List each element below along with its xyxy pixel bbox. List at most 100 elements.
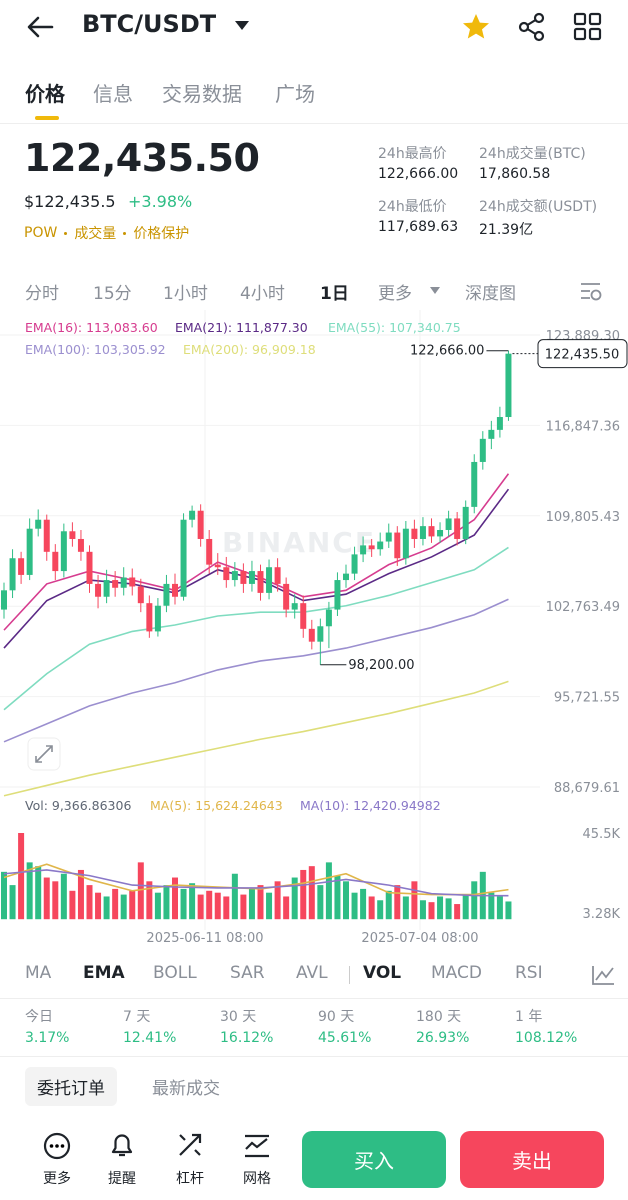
candle-body: [52, 551, 59, 572]
pair-title[interactable]: BTC/USDT: [82, 10, 217, 38]
leverage-icon[interactable]: [175, 1130, 205, 1160]
volume-bar: [172, 877, 178, 920]
candle-body: [488, 429, 495, 439]
expand-icon: [35, 745, 53, 763]
candle-body: [86, 551, 93, 584]
volume-bar: [283, 896, 290, 920]
candle-body: [154, 605, 161, 632]
volume-bar: [471, 881, 478, 920]
interval-tab[interactable]: 1小时: [163, 284, 208, 304]
layout-button[interactable]: [573, 12, 603, 42]
volume-bar: [248, 888, 255, 920]
stat-label: 24h最低价: [378, 199, 447, 215]
indicator-tab[interactable]: RSI: [515, 963, 543, 983]
indicator-tab[interactable]: AVL: [296, 963, 328, 983]
volume-bar: [146, 881, 153, 920]
tag[interactable]: 价格保护: [133, 226, 190, 242]
price-change: +3.98%: [128, 192, 193, 211]
kline-chart[interactable]: 123,889.30116,847.36109,805.43102,763.49…: [0, 310, 628, 950]
divider: [0, 1056, 628, 1057]
tab[interactable]: 价格: [25, 82, 65, 106]
tag-dot: [64, 231, 68, 235]
period-label: 今日: [25, 1009, 53, 1025]
more-icon[interactable]: [42, 1131, 72, 1161]
candle-body: [163, 583, 170, 606]
ema-legend: EMA(55): 107,340.75: [328, 320, 461, 335]
stat-label: 24h成交额(USDT): [479, 199, 598, 215]
tab[interactable]: 交易数据: [162, 82, 242, 106]
grid-icon[interactable]: [242, 1130, 272, 1160]
indicator-tab[interactable]: MACD: [431, 963, 482, 983]
candle-body: [197, 510, 204, 539]
sell-button[interactable]: 卖出: [460, 1131, 604, 1188]
interval-tab[interactable]: 分时: [25, 284, 59, 304]
candle-body: [454, 518, 461, 539]
nav-label[interactable]: 杠杆: [176, 1171, 204, 1187]
indicator-divider: [349, 966, 350, 984]
candle-body: [248, 571, 255, 584]
volume-bar: [154, 892, 161, 920]
volume-bar: [231, 873, 238, 920]
chart-settings[interactable]: [578, 279, 604, 303]
volume-bar: [343, 881, 349, 920]
volume-bar: [43, 877, 50, 920]
order-tab[interactable]: 委托订单: [25, 1067, 117, 1106]
candle-body: [505, 353, 512, 418]
period-label: 90 天: [318, 1009, 355, 1025]
indicator-tab[interactable]: VOL: [363, 963, 402, 983]
period-label: 30 天: [220, 1009, 257, 1025]
tab-underline: [35, 116, 59, 120]
volume-bar: [394, 885, 401, 920]
tab[interactable]: 广场: [275, 82, 315, 106]
period-change: 108.12%: [515, 1030, 578, 1046]
volume-ma-legend: MA(10): 12,420.94982: [300, 798, 441, 813]
alert-icon[interactable]: [107, 1130, 137, 1160]
nav-label[interactable]: 更多: [43, 1171, 71, 1187]
volume-bar: [86, 885, 93, 920]
nav-label[interactable]: 提醒: [108, 1171, 136, 1187]
low-marker-label: 98,200.00: [348, 658, 414, 673]
tag[interactable]: POW: [24, 225, 58, 241]
nav-label[interactable]: 网格: [243, 1171, 271, 1187]
buy-button[interactable]: 买入: [302, 1131, 446, 1188]
indicator-tab[interactable]: MA: [25, 963, 52, 983]
tab[interactable]: 信息: [93, 82, 133, 106]
volume-bar: [112, 888, 119, 920]
candle-body: [69, 531, 76, 539]
volume-bar: [163, 885, 170, 920]
interval-tab[interactable]: 4小时: [240, 284, 285, 304]
ema-line: [3, 546, 509, 711]
indicator-settings[interactable]: [590, 963, 616, 987]
candle-body: [257, 571, 264, 593]
indicator-tab[interactable]: SAR: [230, 963, 265, 983]
volume-bar: [214, 892, 221, 920]
volume-bar: [77, 869, 84, 920]
volume-bar: [428, 902, 435, 920]
volume-bar: [454, 904, 461, 920]
interval-tab[interactable]: 15分: [93, 284, 132, 304]
stat-value: 21.39亿: [479, 222, 534, 238]
volume-bar: [351, 892, 358, 920]
volume-bar: [257, 885, 264, 920]
interval-tab[interactable]: 更多: [378, 284, 412, 304]
high-marker-label: 122,666.00: [410, 344, 484, 359]
last-price-label: 122,435.50: [545, 348, 619, 363]
share-button[interactable]: [517, 12, 547, 42]
indicator-tab[interactable]: BOLL: [153, 963, 197, 983]
volume-bar: [325, 862, 332, 920]
indicator-tab[interactable]: EMA: [83, 963, 125, 983]
y-tick-label: 109,805.43: [546, 510, 620, 525]
back-button[interactable]: [24, 12, 56, 42]
tag[interactable]: 成交量: [74, 226, 117, 242]
favorite-star[interactable]: [461, 12, 491, 42]
order-tab[interactable]: 最新成交: [152, 1079, 220, 1099]
interval-tab[interactable]: 深度图: [465, 284, 516, 304]
tag-dot: [123, 231, 127, 235]
volume-bar: [1, 871, 7, 920]
interval-tab[interactable]: 1日: [320, 284, 349, 304]
volume-bar: [445, 898, 452, 920]
volume-bar: [137, 862, 144, 920]
pair-dropdown[interactable]: [234, 20, 250, 32]
candle-body: [308, 628, 315, 642]
